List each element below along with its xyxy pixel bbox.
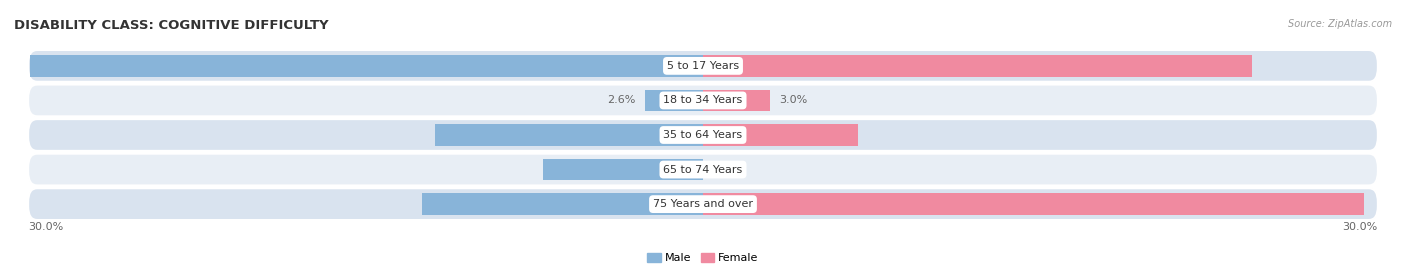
Text: 3.0%: 3.0%	[779, 95, 807, 106]
Text: 30.0%: 30.0%	[1343, 222, 1378, 232]
FancyBboxPatch shape	[28, 188, 1378, 220]
Text: 18 to 34 Years: 18 to 34 Years	[664, 95, 742, 106]
Text: Source: ZipAtlas.com: Source: ZipAtlas.com	[1288, 19, 1392, 29]
Text: 2.6%: 2.6%	[607, 95, 636, 106]
Text: 65 to 74 Years: 65 to 74 Years	[664, 164, 742, 175]
Text: 5 to 17 Years: 5 to 17 Years	[666, 61, 740, 71]
Bar	[436, 124, 703, 146]
Text: DISABILITY CLASS: COGNITIVE DIFFICULTY: DISABILITY CLASS: COGNITIVE DIFFICULTY	[14, 19, 329, 32]
Bar	[703, 55, 1251, 77]
Text: 29.9%: 29.9%	[692, 61, 727, 71]
Text: 0.0%: 0.0%	[711, 164, 740, 175]
Bar	[31, 55, 703, 77]
Text: 35 to 64 Years: 35 to 64 Years	[664, 130, 742, 140]
Bar	[703, 193, 1364, 215]
FancyBboxPatch shape	[28, 50, 1378, 82]
FancyBboxPatch shape	[28, 85, 1378, 116]
Bar	[703, 124, 858, 146]
FancyBboxPatch shape	[28, 119, 1378, 151]
Text: 24.4%: 24.4%	[679, 61, 714, 71]
Text: 6.9%: 6.9%	[686, 130, 714, 140]
Text: 11.9%: 11.9%	[692, 130, 727, 140]
Text: 29.4%: 29.4%	[679, 199, 714, 209]
Bar	[703, 90, 770, 111]
Legend: Male, Female: Male, Female	[643, 248, 763, 268]
FancyBboxPatch shape	[28, 154, 1378, 185]
Text: 75 Years and over: 75 Years and over	[652, 199, 754, 209]
Bar	[422, 193, 703, 215]
Text: 30.0%: 30.0%	[28, 222, 63, 232]
Bar	[543, 159, 703, 180]
Bar	[644, 90, 703, 111]
Text: 7.1%: 7.1%	[692, 164, 720, 175]
Text: 12.5%: 12.5%	[692, 199, 727, 209]
